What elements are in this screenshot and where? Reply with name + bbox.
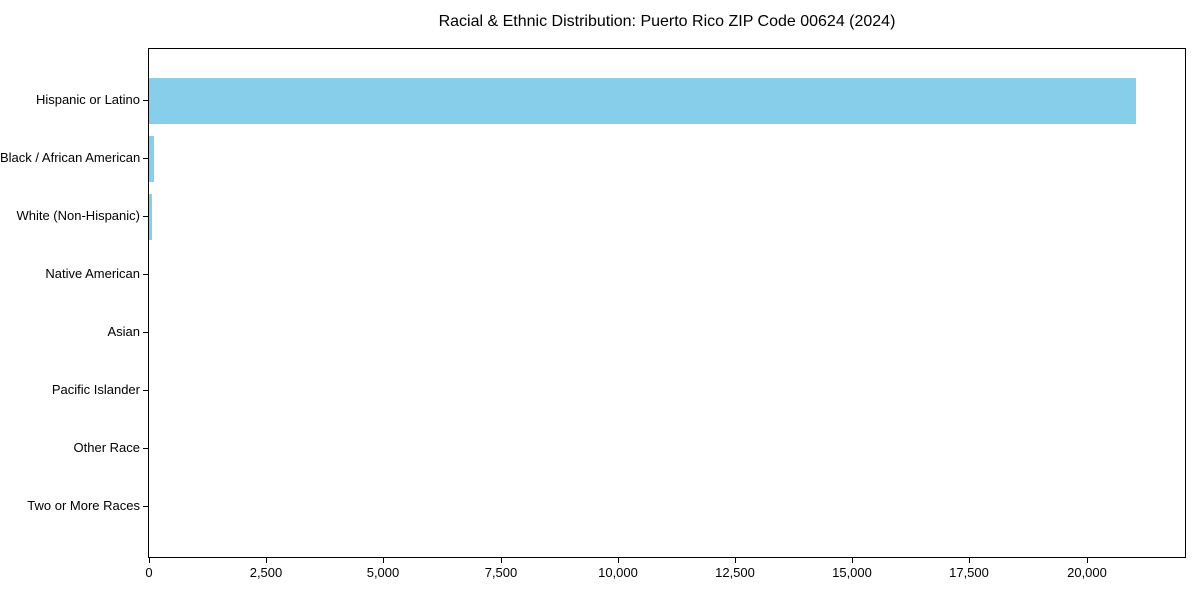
bar-white-non-hispanic: [149, 194, 152, 240]
x-tick: [852, 558, 853, 563]
bar-black-african-american: [149, 136, 154, 182]
y-tick: [143, 216, 148, 217]
chart-title: Racial & Ethnic Distribution: Puerto Ric…: [438, 13, 896, 30]
y-tick-label: Two or More Races: [27, 498, 140, 513]
x-tick-label: 7,500: [484, 565, 518, 580]
y-tick-label: Hispanic or Latino: [35, 92, 140, 107]
y-tick: [143, 390, 148, 391]
x-tick-label: 2,500: [249, 565, 283, 580]
x-tick: [735, 558, 736, 563]
x-tick-label: 0: [145, 565, 153, 580]
x-tick-label: 5,000: [366, 565, 400, 580]
y-tick-label: White (Non-Hispanic): [16, 208, 140, 223]
x-tick: [618, 558, 619, 563]
y-tick: [143, 332, 148, 333]
y-tick: [143, 274, 148, 275]
y-tick: [143, 448, 148, 449]
y-tick: [143, 158, 148, 159]
y-tick: [143, 100, 148, 101]
x-tick: [1087, 558, 1088, 563]
x-tick-label: 12,500: [715, 565, 755, 580]
x-tick: [501, 558, 502, 563]
y-tick-label: Black / African American: [0, 150, 141, 165]
x-tick-label: 10,000: [598, 565, 638, 580]
y-tick: [143, 506, 148, 507]
x-tick-label: 15,000: [832, 565, 872, 580]
y-tick-label: Asian: [107, 324, 140, 339]
y-tick-label: Pacific Islander: [51, 382, 140, 397]
x-tick: [149, 558, 150, 563]
x-tick: [383, 558, 384, 563]
bar-hispanic-or-latino: [149, 78, 1136, 124]
x-tick: [969, 558, 970, 563]
x-tick: [266, 558, 267, 563]
plot-area: [148, 48, 1186, 558]
y-tick-label: Native American: [45, 266, 140, 281]
x-tick-label: 20,000: [1067, 565, 1107, 580]
x-tick-label: 17,500: [949, 565, 989, 580]
y-tick-label: Other Race: [73, 440, 140, 455]
